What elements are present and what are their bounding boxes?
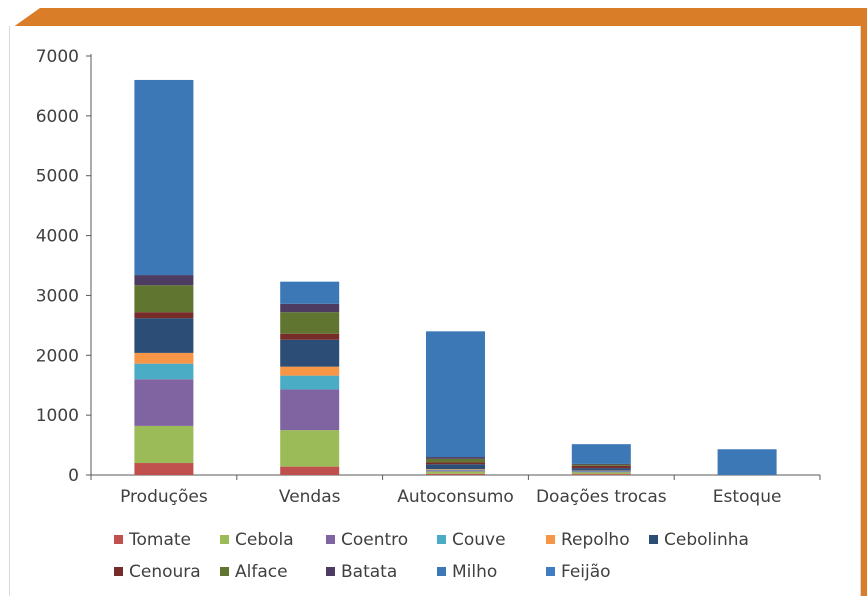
bar-segment — [280, 281, 340, 304]
bar-segment — [571, 464, 631, 466]
legend-swatch — [114, 567, 123, 576]
bar-segment — [134, 363, 194, 380]
bar-segment — [280, 375, 340, 390]
legend-swatch — [546, 535, 555, 544]
legend-item-label: Cebola — [235, 530, 294, 550]
bar-segment — [134, 379, 194, 426]
legend-item-label: Coentro — [341, 530, 408, 550]
bar-segment — [280, 466, 340, 475]
bar-segment — [571, 444, 631, 464]
bar-segment — [426, 473, 485, 475]
bar-segment — [571, 465, 631, 469]
legend-swatch — [546, 567, 555, 576]
legend-item-label: Repolho — [561, 530, 630, 550]
bar-segment — [134, 275, 194, 286]
bar-segment — [280, 430, 340, 467]
bar-segment — [426, 457, 485, 459]
bar-segment — [717, 449, 777, 475]
legend-item-label: Milho — [452, 562, 497, 582]
x-category-label: Autoconsumo — [397, 487, 514, 507]
bar-segment — [134, 352, 194, 364]
bar-segment — [571, 468, 631, 471]
bar-segment — [280, 339, 340, 367]
x-category-label: Estoque — [713, 487, 782, 507]
bar-segment — [134, 425, 194, 464]
bar-segment — [426, 470, 485, 472]
y-tick-label: 7000 — [36, 47, 79, 67]
bar-segment — [571, 463, 631, 465]
legend-swatch — [114, 535, 123, 544]
legend-item-label: Couve — [452, 530, 506, 550]
legend-item-label: Alface — [235, 562, 288, 582]
bar-segment — [134, 318, 194, 353]
bar-segment — [571, 470, 631, 472]
legend-swatch — [437, 567, 446, 576]
bar-segment — [280, 312, 340, 334]
legend-item-label: Tomate — [128, 530, 191, 550]
y-tick-label: 4000 — [36, 227, 79, 247]
bar-segment — [134, 312, 194, 319]
bar-segment — [571, 474, 631, 475]
legend-item-label: Cenoura — [129, 562, 201, 582]
bar-segment — [426, 469, 485, 470]
legend-swatch — [326, 535, 335, 544]
chart-panel: 0 1000 2000 3000 4000 5000 6000 7000 Produções Ve… — [9, 26, 861, 596]
y-tick-label: 6000 — [36, 107, 79, 127]
bar-segment — [426, 458, 485, 463]
bar-segment — [134, 463, 194, 475]
y-tick-label: 0 — [68, 466, 79, 486]
legend-item-label: Cebolinha — [664, 530, 749, 550]
bar-segment — [426, 464, 485, 470]
bar-segment — [134, 285, 194, 313]
legend-swatch — [326, 567, 335, 576]
stacked-bar-chart: 0 1000 2000 3000 4000 5000 6000 7000 Produções Ve… — [36, 47, 821, 582]
y-tick-label: 2000 — [36, 346, 79, 366]
bar-segment — [280, 366, 340, 376]
bar-segment — [426, 469, 485, 471]
bar-segment — [426, 462, 485, 465]
bar-segment — [280, 333, 340, 340]
y-tick-label: 1000 — [36, 406, 79, 426]
legend-item-label: Feijão — [561, 562, 611, 582]
legend-swatch — [220, 567, 229, 576]
bar-segment — [426, 471, 485, 474]
bar-segment — [571, 471, 631, 473]
bar-segment — [571, 472, 631, 475]
x-category-label: Produções — [120, 487, 208, 507]
x-category-label: Doações trocas — [536, 487, 667, 507]
legend-swatch — [649, 535, 658, 544]
legend-swatch — [220, 535, 229, 544]
legend-item-label: Batata — [341, 562, 397, 582]
bar-segment — [280, 303, 340, 313]
y-tick-label: 5000 — [36, 167, 79, 187]
bar-segment — [280, 389, 340, 431]
y-tick-label: 3000 — [36, 286, 79, 306]
bar-segment — [134, 79, 194, 276]
legend-swatch — [437, 535, 446, 544]
x-category-label: Vendas — [279, 487, 341, 507]
bar-segment — [426, 331, 485, 458]
